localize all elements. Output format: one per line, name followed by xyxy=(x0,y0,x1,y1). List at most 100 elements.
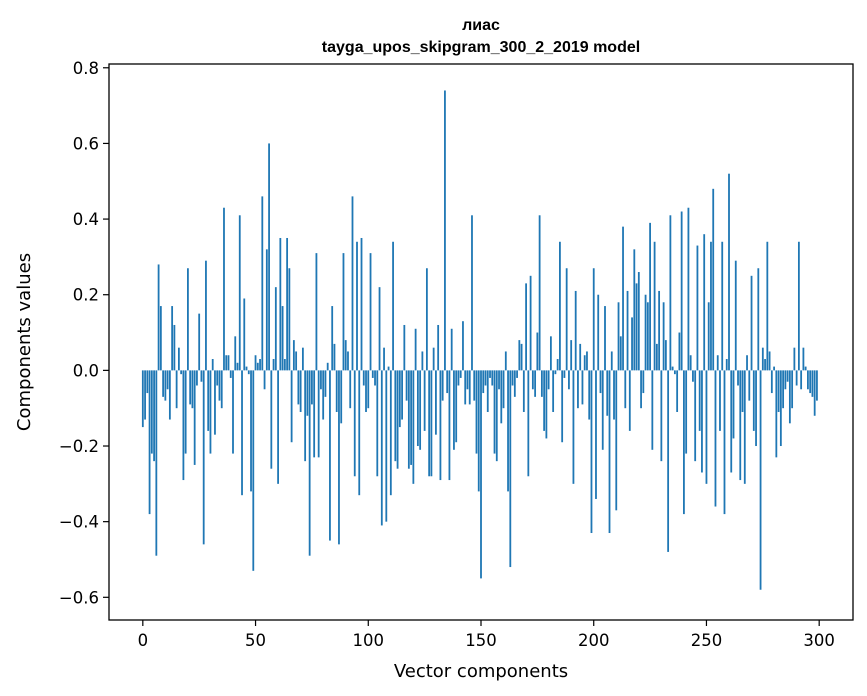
bar xyxy=(646,302,649,371)
bar xyxy=(211,359,214,371)
bar xyxy=(450,328,453,371)
bar xyxy=(750,275,753,371)
bar xyxy=(615,370,618,511)
bar xyxy=(779,370,782,447)
bar xyxy=(592,268,595,371)
bar xyxy=(333,343,336,371)
bar xyxy=(369,253,372,371)
bar xyxy=(187,268,189,371)
bar xyxy=(768,351,771,371)
bar xyxy=(189,370,192,405)
bar xyxy=(464,370,467,405)
bar xyxy=(809,370,812,394)
bar xyxy=(649,222,651,371)
bar xyxy=(157,264,160,371)
bar xyxy=(595,370,597,499)
bar xyxy=(196,370,198,386)
x-axis-label: Vector components xyxy=(394,661,568,682)
bar xyxy=(166,370,169,390)
bar xyxy=(376,370,379,477)
bar xyxy=(245,366,248,371)
bar xyxy=(502,370,505,409)
bar xyxy=(522,370,525,412)
bar xyxy=(256,362,259,371)
bar xyxy=(687,207,690,371)
bar xyxy=(202,370,205,545)
bar xyxy=(392,241,394,371)
bar xyxy=(752,370,755,431)
bar xyxy=(619,336,622,371)
bar xyxy=(583,355,586,371)
y-tick-label: 0.6 xyxy=(73,134,99,153)
bar xyxy=(716,355,719,371)
bar xyxy=(628,370,631,431)
bar xyxy=(577,370,579,409)
bar xyxy=(482,370,485,394)
bar xyxy=(696,245,699,371)
bar xyxy=(712,188,715,371)
bar xyxy=(705,370,708,484)
bar xyxy=(748,370,751,401)
bar xyxy=(633,249,636,371)
y-tick-label: −0.6 xyxy=(59,588,99,607)
bar xyxy=(784,370,787,390)
bar xyxy=(259,359,261,371)
bar xyxy=(698,370,701,431)
bar xyxy=(755,370,757,447)
bar xyxy=(155,370,158,556)
bar xyxy=(320,370,322,390)
bar xyxy=(613,370,615,420)
bar xyxy=(279,237,282,371)
bar xyxy=(439,370,442,481)
bar xyxy=(759,370,762,590)
bar xyxy=(676,370,679,412)
bar xyxy=(813,370,816,416)
bar xyxy=(342,253,345,371)
bar xyxy=(250,370,252,492)
bar xyxy=(453,370,455,450)
bar xyxy=(146,370,149,394)
bar xyxy=(795,370,798,386)
bar xyxy=(554,370,557,375)
bar xyxy=(545,370,548,439)
bar xyxy=(356,241,358,371)
bar xyxy=(710,241,712,371)
bar xyxy=(590,370,593,534)
bar xyxy=(811,370,814,397)
bar xyxy=(412,370,415,484)
bar xyxy=(288,268,291,371)
bar xyxy=(586,351,588,371)
bar xyxy=(599,370,602,394)
bar xyxy=(658,290,661,371)
bar xyxy=(516,370,518,378)
bar xyxy=(669,215,672,371)
bar xyxy=(466,370,469,390)
bar xyxy=(513,370,516,397)
bar xyxy=(141,370,144,428)
bar xyxy=(329,370,331,541)
bar xyxy=(247,370,250,375)
bar xyxy=(347,351,349,371)
chart-title-line2: tayga_upos_skipgram_300_2_2019 model xyxy=(322,39,640,56)
bar xyxy=(234,336,237,371)
bar xyxy=(534,370,537,397)
bar xyxy=(353,370,356,477)
bar xyxy=(209,370,212,454)
bar xyxy=(317,370,320,458)
bar xyxy=(624,370,627,409)
bar xyxy=(786,370,789,382)
bar xyxy=(387,366,390,371)
bar xyxy=(184,370,187,454)
bar xyxy=(180,370,183,375)
bar xyxy=(365,370,367,412)
bar xyxy=(229,370,232,378)
bar xyxy=(604,306,606,371)
bar xyxy=(301,347,304,371)
bar xyxy=(507,370,509,492)
bar xyxy=(538,215,541,371)
bar xyxy=(491,370,494,386)
bar xyxy=(655,343,658,371)
bar xyxy=(673,370,676,375)
bar xyxy=(428,370,431,477)
bar xyxy=(462,321,464,371)
